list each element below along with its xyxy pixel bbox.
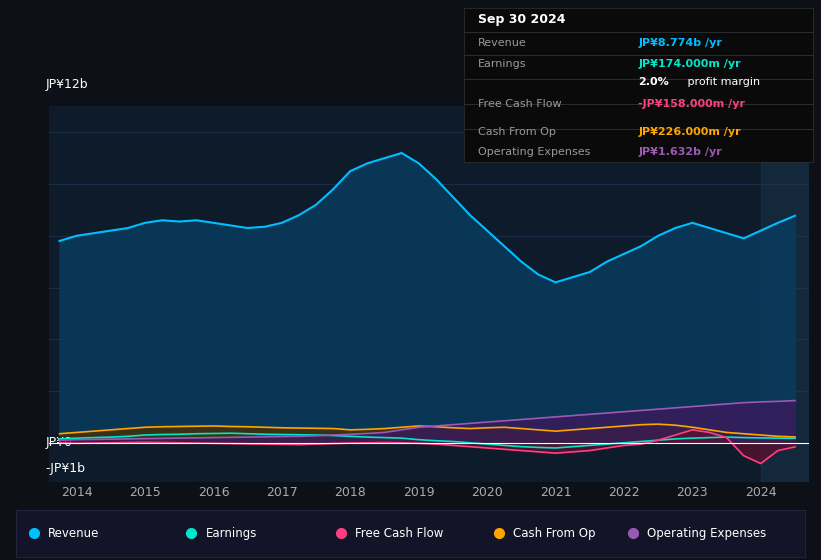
Text: Earnings: Earnings: [205, 527, 257, 540]
Text: Earnings: Earnings: [478, 59, 526, 69]
Text: JP¥12b: JP¥12b: [45, 78, 88, 91]
Text: JP¥8.774b /yr: JP¥8.774b /yr: [639, 38, 722, 48]
Text: JP¥0: JP¥0: [45, 436, 72, 449]
Text: JP¥174.000m /yr: JP¥174.000m /yr: [639, 59, 741, 69]
Text: JP¥226.000m /yr: JP¥226.000m /yr: [639, 127, 741, 137]
Text: profit margin: profit margin: [684, 77, 759, 87]
Text: Revenue: Revenue: [48, 527, 99, 540]
Bar: [761, 106, 809, 482]
Text: -JP¥158.000m /yr: -JP¥158.000m /yr: [639, 99, 745, 109]
Text: Cash From Op: Cash From Op: [478, 127, 556, 137]
Text: -JP¥1b: -JP¥1b: [45, 462, 85, 475]
Text: Revenue: Revenue: [478, 38, 526, 48]
Text: Operating Expenses: Operating Expenses: [478, 147, 590, 157]
Text: Sep 30 2024: Sep 30 2024: [478, 13, 566, 26]
Text: Cash From Op: Cash From Op: [513, 527, 595, 540]
Text: Free Cash Flow: Free Cash Flow: [478, 99, 562, 109]
Text: JP¥1.632b /yr: JP¥1.632b /yr: [639, 147, 722, 157]
Text: Free Cash Flow: Free Cash Flow: [355, 527, 443, 540]
Text: 2.0%: 2.0%: [639, 77, 669, 87]
Text: Operating Expenses: Operating Expenses: [647, 527, 766, 540]
